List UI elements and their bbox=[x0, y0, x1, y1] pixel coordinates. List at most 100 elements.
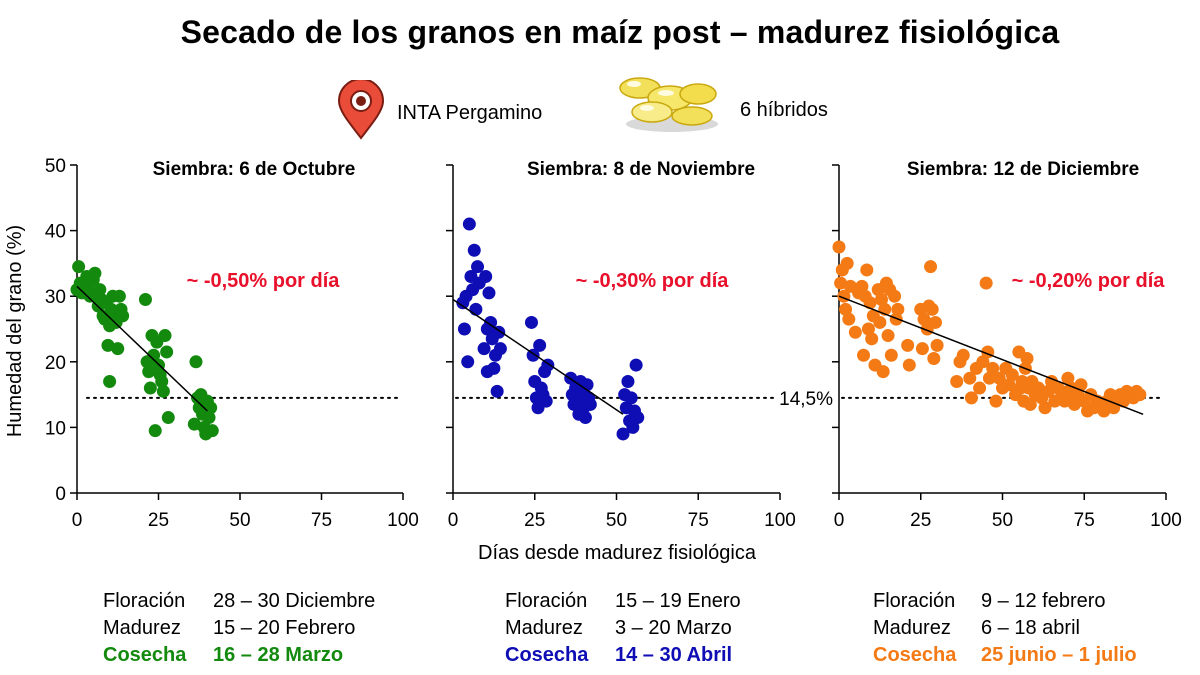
map-pin-icon bbox=[337, 80, 385, 140]
data-point bbox=[964, 391, 978, 405]
x-tick-label: 25 bbox=[148, 510, 169, 531]
data-point bbox=[482, 286, 496, 300]
data-point bbox=[956, 348, 970, 362]
data-point bbox=[1005, 368, 1019, 382]
info-block-october: Floración 28 – 30 Diciembre Madurez 15 – 20… bbox=[103, 588, 375, 669]
data-point bbox=[626, 420, 640, 434]
data-point bbox=[524, 315, 538, 329]
data-point bbox=[116, 309, 130, 323]
data-point bbox=[202, 411, 216, 425]
x-tick-label: 75 bbox=[1074, 510, 1095, 531]
x-tick-label: 100 bbox=[764, 510, 796, 531]
info-label: Floración bbox=[103, 590, 186, 612]
chart-panel-december: 0 25 50 75 100 14,5% Siembra: 12 de Diciembre ~… bbox=[777, 159, 1182, 531]
info-value: 15 – 19 Enero bbox=[615, 590, 741, 612]
x-axis-label: Días desde madurez fisiológica bbox=[478, 542, 757, 564]
data-point bbox=[928, 315, 942, 329]
chart-panel-october: 0 10 20 30 40 50 0 25 50 75 100 Siembra: 6 de Octub… bbox=[45, 156, 419, 531]
data-point bbox=[1002, 378, 1016, 392]
data-point bbox=[930, 338, 944, 352]
data-point bbox=[583, 397, 597, 411]
data-point bbox=[484, 315, 498, 329]
data-point bbox=[493, 342, 507, 356]
y-tick-label: 10 bbox=[45, 418, 66, 439]
data-point bbox=[1023, 397, 1037, 411]
data-point bbox=[901, 338, 915, 352]
data-point bbox=[533, 338, 547, 352]
data-point bbox=[629, 358, 643, 372]
data-point bbox=[840, 256, 854, 270]
data-point bbox=[1038, 401, 1052, 415]
x-tick-label: 0 bbox=[834, 510, 845, 531]
y-tick-label: 20 bbox=[45, 353, 66, 374]
y-axis-label: Humedad del grano (%) bbox=[4, 225, 26, 437]
panel-title: Siembra: 12 de Diciembre bbox=[907, 159, 1139, 180]
data-point bbox=[925, 302, 939, 316]
data-point bbox=[138, 292, 152, 306]
data-point bbox=[160, 345, 174, 359]
slope-annotation: ~ -0,30% por día bbox=[576, 270, 730, 292]
data-point bbox=[111, 342, 125, 356]
data-point bbox=[101, 338, 115, 352]
data-point bbox=[927, 352, 941, 366]
slope-annotation: ~ -0,50% por día bbox=[187, 270, 341, 292]
info-label: Cosecha bbox=[873, 644, 957, 666]
info-value: 6 – 18 abril bbox=[981, 617, 1080, 639]
data-point bbox=[621, 374, 635, 388]
data-point bbox=[1097, 404, 1111, 418]
data-point bbox=[467, 243, 481, 257]
data-point bbox=[148, 424, 162, 438]
data-point bbox=[876, 365, 890, 379]
info-row: Floración 15 – 19 Enero bbox=[505, 588, 741, 615]
data-point bbox=[578, 411, 592, 425]
data-point bbox=[161, 411, 175, 425]
info-row: Cosecha 16 – 28 Marzo bbox=[103, 642, 375, 669]
data-point bbox=[861, 322, 875, 336]
info-row: Floración 28 – 30 Diciembre bbox=[103, 588, 375, 615]
data-point bbox=[158, 329, 172, 343]
location-label: INTA Pergamino bbox=[397, 102, 543, 124]
data-point bbox=[457, 322, 471, 336]
info-label: Madurez bbox=[103, 617, 181, 639]
trend-line bbox=[76, 285, 208, 412]
data-point bbox=[884, 348, 898, 362]
info-value: 15 – 20 Febrero bbox=[213, 617, 356, 639]
info-label: Madurez bbox=[873, 617, 951, 639]
data-point bbox=[187, 417, 201, 431]
data-point bbox=[982, 371, 996, 385]
data-point bbox=[1020, 352, 1034, 366]
y-tick-label: 40 bbox=[45, 222, 66, 243]
data-point bbox=[471, 260, 485, 274]
data-point bbox=[1133, 388, 1147, 402]
data-point bbox=[888, 289, 902, 303]
data-point bbox=[624, 391, 638, 405]
info-value: 9 – 12 febrero bbox=[981, 590, 1106, 612]
data-point bbox=[156, 384, 170, 398]
x-tick-label: 50 bbox=[606, 510, 627, 531]
data-point bbox=[834, 276, 848, 290]
data-point bbox=[477, 342, 491, 356]
data-point bbox=[143, 381, 157, 395]
data-point bbox=[963, 371, 977, 385]
data-point bbox=[479, 270, 493, 284]
y-tick-label: 0 bbox=[55, 484, 66, 505]
y-tick-label: 30 bbox=[45, 287, 66, 308]
data-point bbox=[915, 342, 929, 356]
data-point bbox=[848, 325, 862, 339]
x-tick-label: 25 bbox=[910, 510, 931, 531]
x-tick-label: 100 bbox=[1150, 510, 1182, 531]
hybrids-label: 6 híbridos bbox=[740, 99, 828, 121]
panel-title: Siembra: 6 de Octubre bbox=[153, 159, 356, 180]
data-point bbox=[539, 394, 553, 408]
x-tick-label: 50 bbox=[992, 510, 1013, 531]
info-row: Cosecha 25 junio – 1 julio bbox=[873, 642, 1137, 669]
info-value: 25 junio – 1 julio bbox=[981, 644, 1137, 666]
x-tick-label: 25 bbox=[524, 510, 545, 531]
x-tick-label: 0 bbox=[448, 510, 459, 531]
data-point bbox=[865, 332, 879, 346]
info-row: Floración 9 – 12 febrero bbox=[873, 588, 1137, 615]
info-value: 3 – 20 Marzo bbox=[615, 617, 732, 639]
data-point bbox=[842, 312, 856, 326]
data-point bbox=[875, 292, 889, 306]
